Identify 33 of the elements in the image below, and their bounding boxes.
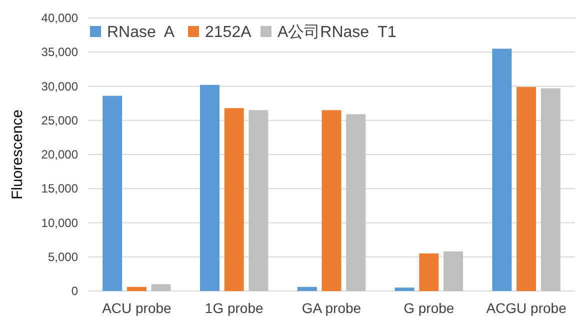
y-axis-title: Fluorescence [9,109,26,200]
y-tick-label: 40,000 [41,11,78,25]
bar [346,114,366,291]
bar [444,251,463,291]
bar [151,284,171,291]
x-tick-label: ACGU probe [486,300,567,316]
legend-label: RNase A [107,24,175,41]
bar [200,84,220,291]
bar [419,253,439,291]
bar [516,86,536,291]
y-tick-label: 20,000 [41,148,78,162]
y-tick-label: 15,000 [41,182,78,196]
y-tick-label: 35,000 [41,45,78,60]
bar [540,88,560,291]
bar [102,96,122,291]
bar [492,48,512,291]
y-tick-label: 30,000 [41,79,78,94]
y-tick-label: 25,000 [41,113,78,128]
bar [297,286,317,291]
x-tick-label: G probe [404,300,454,316]
bar [126,286,146,291]
bar [248,110,268,291]
x-tick-label: 1G probe [204,300,264,316]
y-tick-label: 5,000 [48,250,78,264]
bar [224,108,244,291]
x-tick-label: ACU probe [102,300,172,316]
y-tick-label: 0 [71,284,78,298]
bar [394,288,414,291]
legend-label: 2152A [205,24,252,41]
x-tick-label: GA probe [302,300,362,316]
bar [322,110,342,291]
legend-label: A公司RNase T1 [278,24,396,41]
y-tick-label: 10,000 [41,216,78,230]
